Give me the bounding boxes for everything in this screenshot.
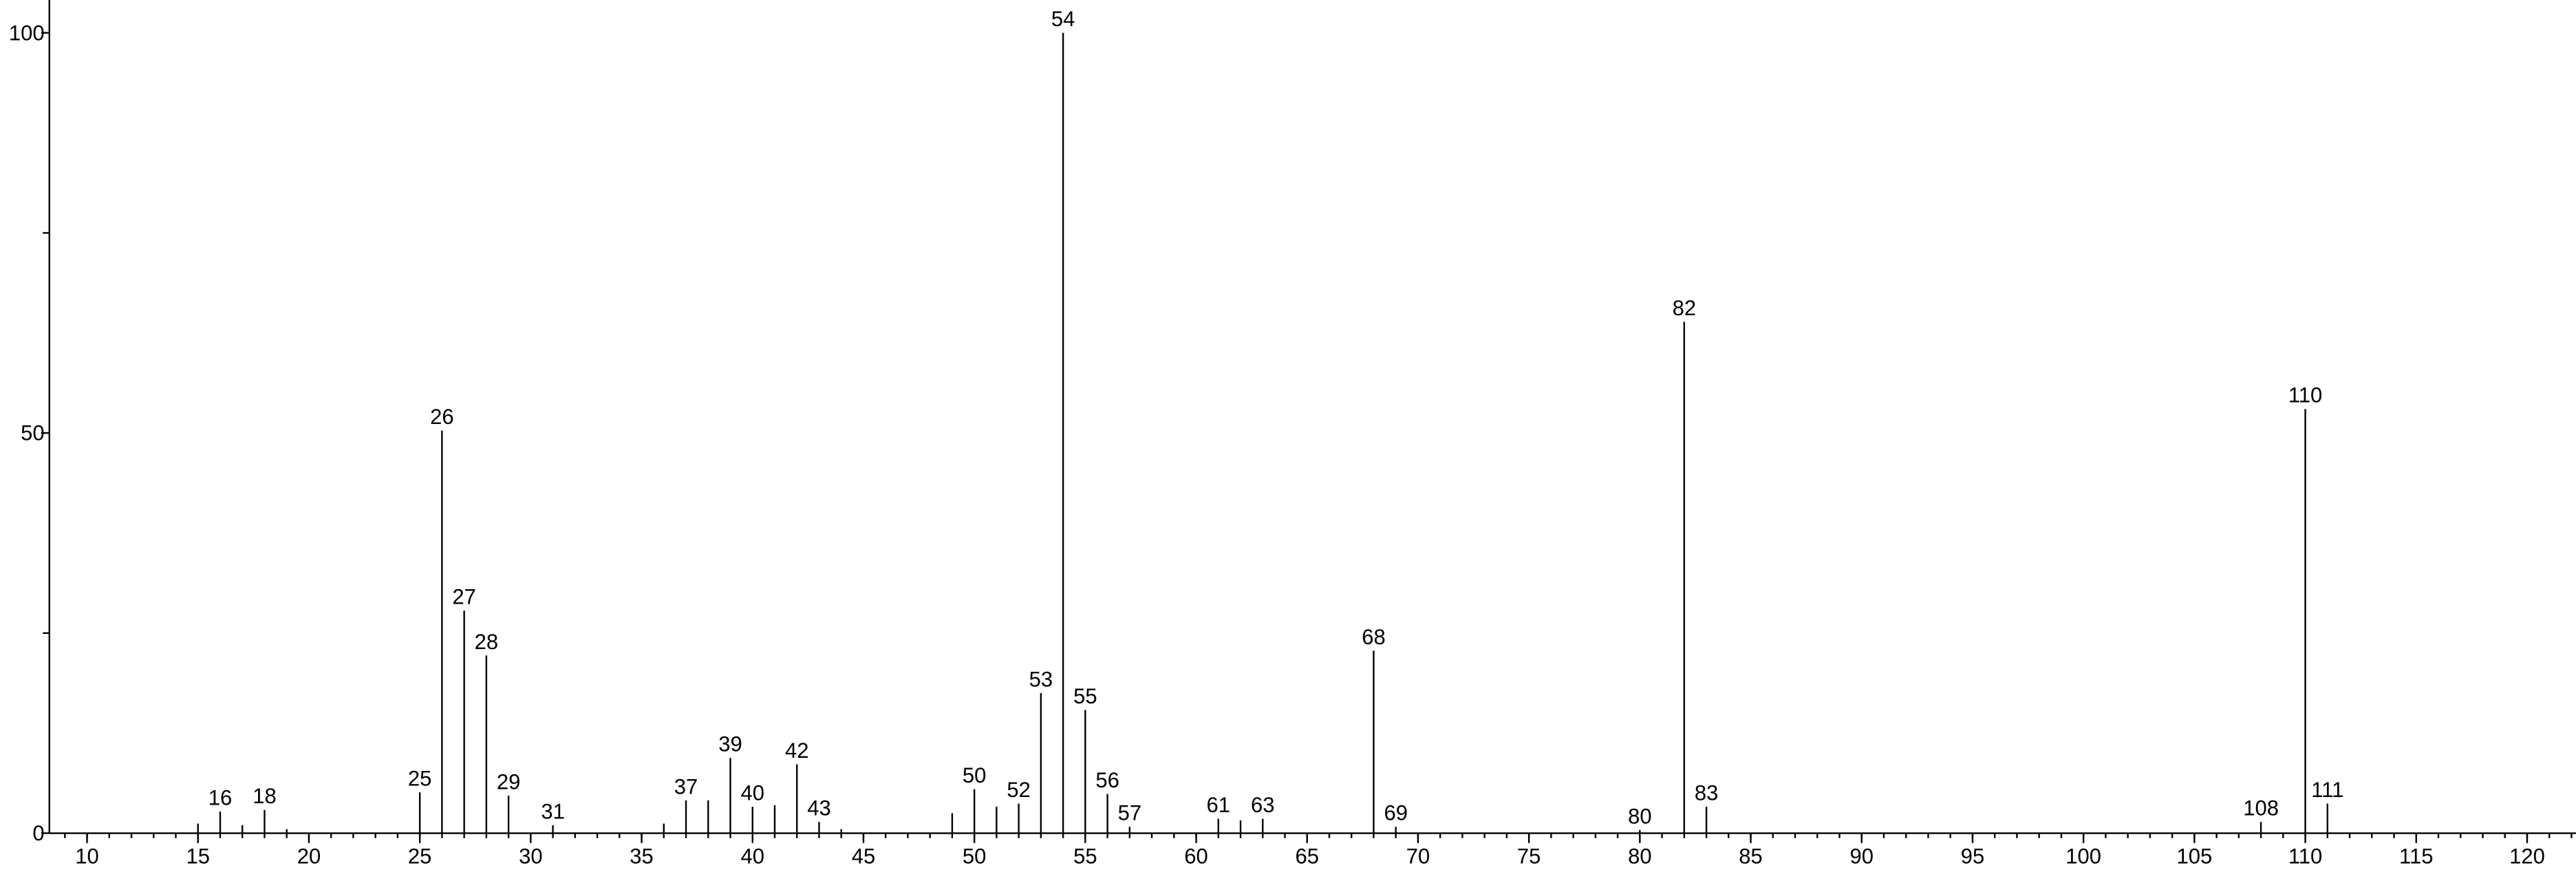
x-tick-label: 100 [2065, 845, 2101, 869]
peak-label: 68 [1362, 625, 1385, 649]
peak-label: 29 [497, 770, 521, 794]
peak-label: 54 [1051, 7, 1075, 31]
x-tick-label: 30 [519, 845, 543, 869]
peak-label: 61 [1207, 793, 1230, 817]
x-tick-label: 110 [2288, 845, 2322, 869]
x-tick-label: 75 [1517, 845, 1541, 869]
peak-label: 50 [963, 763, 987, 787]
x-tick-label: 95 [1961, 845, 1985, 869]
peak-label: 39 [718, 732, 742, 756]
x-tick-label: 25 [408, 845, 432, 869]
x-tick-label: 85 [1739, 845, 1763, 869]
peak-label: 18 [253, 784, 276, 808]
x-tick-label: 60 [1184, 845, 1208, 869]
peak-label: 56 [1095, 768, 1119, 792]
peak-label: 37 [674, 774, 698, 798]
peak-label: 27 [452, 585, 476, 609]
peak-label: 63 [1251, 793, 1275, 817]
peak-label: 80 [1628, 804, 1652, 828]
x-tick-label: 35 [630, 845, 654, 869]
peak-label: 42 [785, 739, 809, 763]
x-tick-label: 40 [741, 845, 765, 869]
peak-label: 82 [1673, 296, 1697, 320]
x-tick-label: 45 [852, 845, 876, 869]
x-tick-label: 15 [186, 845, 211, 869]
peak-label: 111 [2311, 778, 2343, 802]
x-tick-label: 50 [963, 845, 987, 869]
x-tick-label: 20 [297, 845, 321, 869]
peak-label: 16 [208, 786, 233, 810]
y-tick-label: 50 [21, 421, 44, 445]
x-tick-label: 55 [1073, 845, 1097, 869]
peak-label: 83 [1695, 781, 1719, 805]
peak-label: 69 [1384, 801, 1408, 825]
peak-label: 57 [1118, 801, 1142, 825]
x-tick-label: 80 [1628, 845, 1652, 869]
x-tick-label: 65 [1296, 845, 1320, 869]
peak-label: 53 [1029, 667, 1053, 691]
peak-label: 28 [475, 630, 499, 654]
x-tick-label: 90 [1850, 845, 1874, 869]
x-tick-label: 115 [2399, 845, 2433, 869]
peak-label: 26 [430, 405, 454, 429]
peak-label: 43 [807, 796, 831, 820]
x-tick-label: 120 [2509, 845, 2545, 869]
peak-label: 25 [408, 767, 432, 791]
peak-label: 108 [2243, 796, 2279, 820]
peak-label: 55 [1073, 684, 1097, 708]
peak-label: 52 [1007, 778, 1031, 802]
x-tick-label: 10 [75, 845, 99, 869]
y-tick-label: 0 [32, 821, 44, 845]
y-tick-label: 100 [9, 21, 45, 45]
x-tick-label: 70 [1406, 845, 1430, 869]
peak-label: 110 [2288, 383, 2322, 407]
x-tick-label: 105 [2176, 845, 2212, 869]
peak-label: 40 [741, 781, 765, 805]
peak-label: 31 [541, 799, 565, 823]
